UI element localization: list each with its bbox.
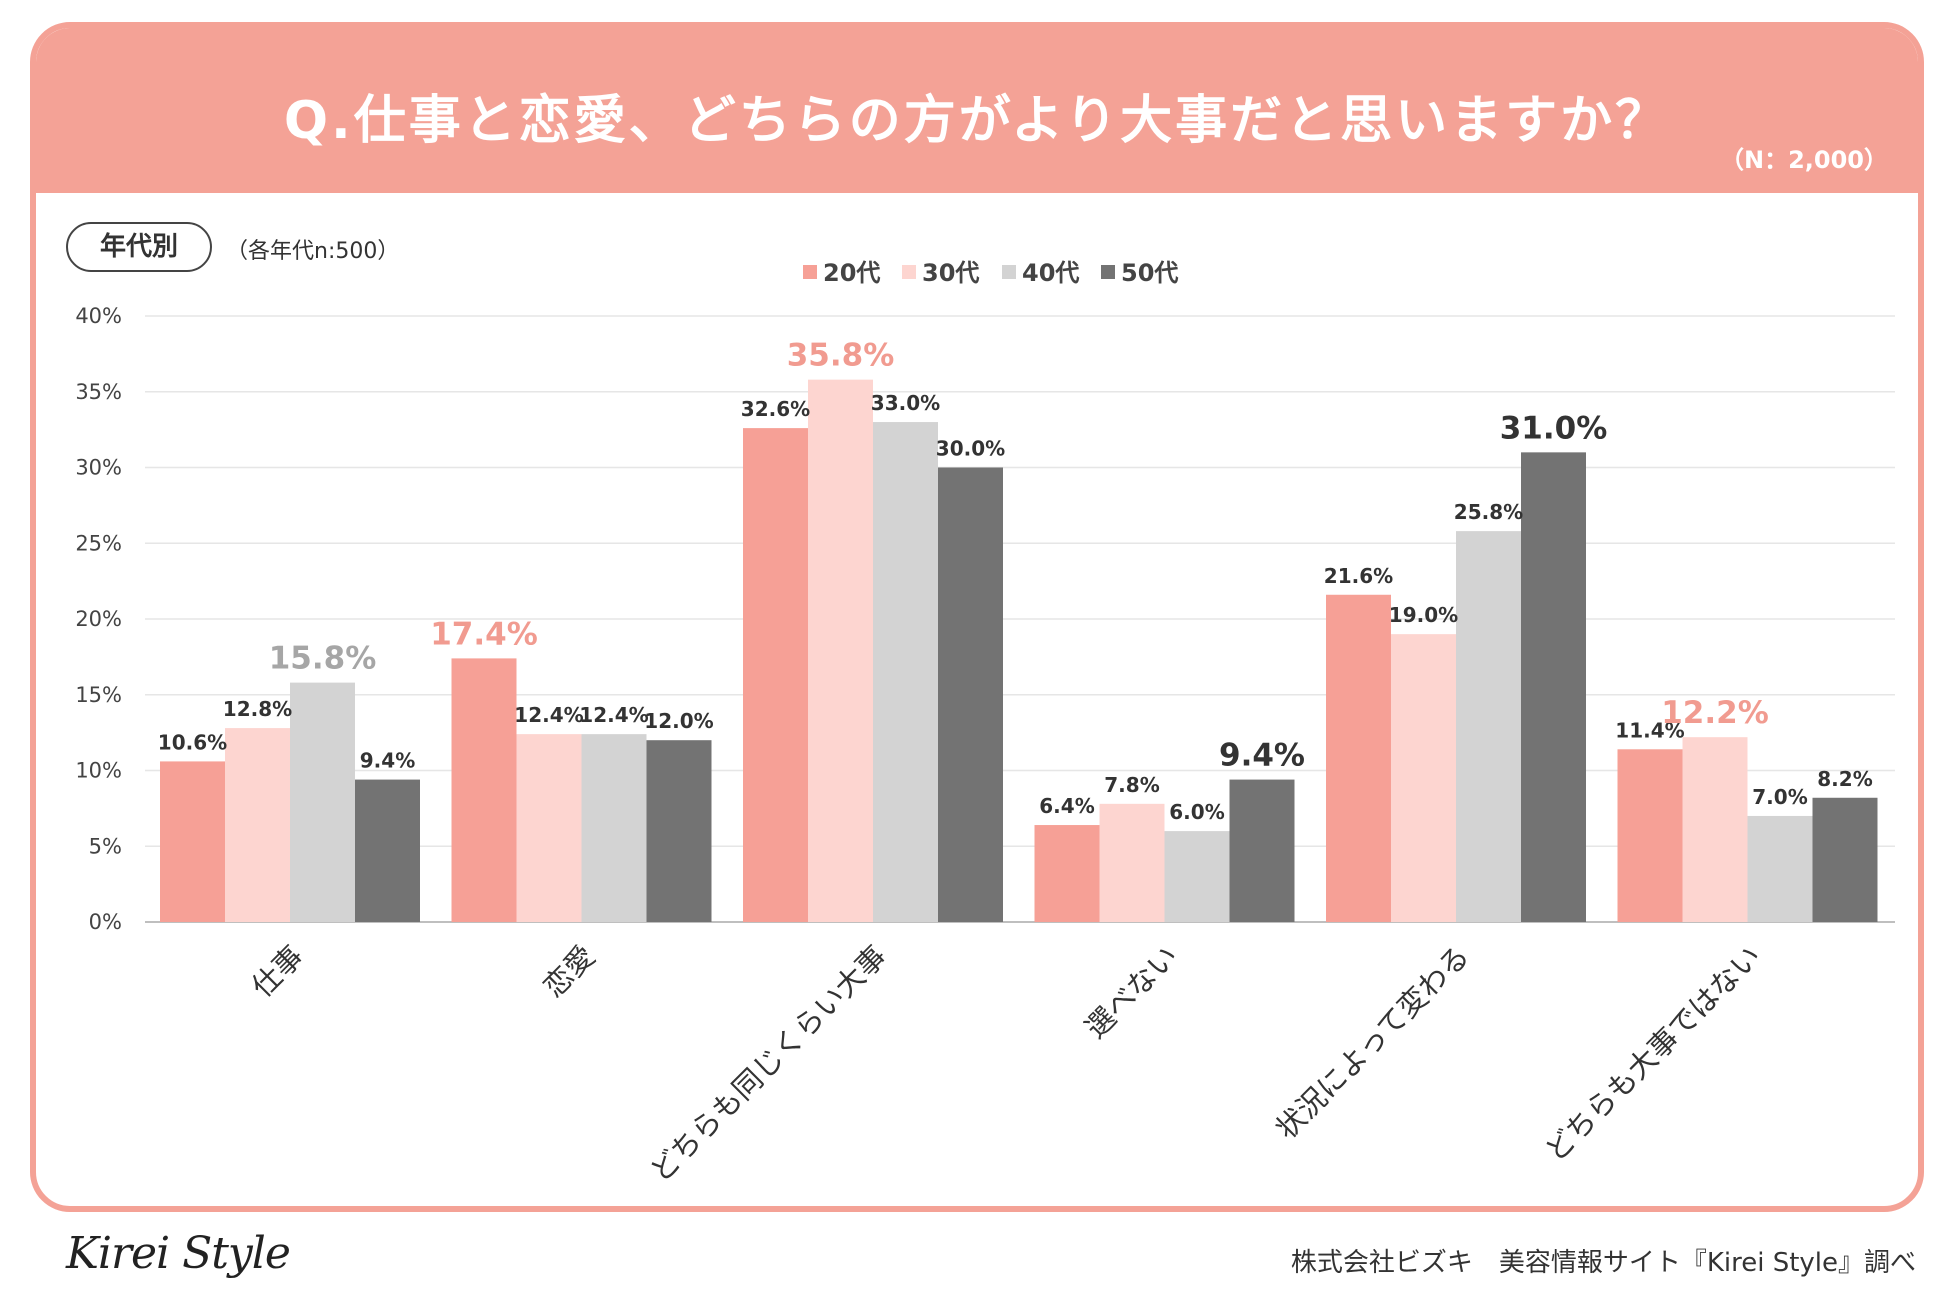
legend-swatch [1101,265,1115,279]
highlight-value-label: 12.2% [1661,695,1769,731]
highlight-value-label: 31.0% [1500,410,1608,446]
highlight-value-label: 15.8% [269,641,377,677]
bar-20代 [160,761,225,922]
title-banner: Q.仕事と恋愛、どちらの方がより大事だと思いますか？ （N：2,000） [36,28,1918,193]
y-tick-label: 25% [75,531,122,555]
bar-40代 [290,682,355,922]
y-tick-label: 20% [75,607,122,631]
value-label: 12.0% [644,709,713,733]
bar-20代 [1617,749,1683,922]
value-label: 12.4% [514,703,583,727]
bar-40代 [1456,531,1521,922]
bar-30代 [225,728,290,922]
bars [160,379,1878,922]
legend-swatch [803,265,817,279]
value-label: 6.4% [1039,794,1094,818]
value-label: 8.2% [1817,767,1872,791]
legend: 20代 30代 40代 50代 [803,259,1178,287]
x-axis-labels: 仕事 恋愛 どちらも同じくらい大事 選べない 状況によって変わる どちらも大事ではない [245,939,1768,1189]
category-label: どちらも大事ではない [1538,939,1767,1168]
y-tick-label: 35% [75,380,122,404]
value-label: 10.6% [158,730,227,754]
category-label: 恋愛 [536,939,601,1004]
source-credit: 株式会社ビズキ 美容情報サイト『Kirei Style』調べ [1290,1248,1916,1278]
bar-50代 [1521,452,1586,922]
bar-50代 [1229,779,1295,922]
y-tick-label: 40% [75,304,122,328]
bar-50代 [355,779,420,922]
y-tick-label: 15% [75,683,122,707]
bar-30代 [1682,737,1748,922]
category-label: 仕事 [245,939,310,1004]
legend-label: 40代 [1022,259,1079,287]
value-label: 11.4% [1615,718,1684,742]
bar-50代 [646,740,712,922]
highlight-value-label: 35.8% [787,338,895,374]
legend-swatch [1002,265,1016,279]
y-tick-label: 5% [89,834,122,858]
bar-30代 [808,379,873,922]
bar-50代 [1812,797,1878,922]
highlight-value-label: 17.4% [430,616,538,652]
value-labels: 10.6%12.8%15.8%9.4%17.4%12.4%12.4%12.0%3… [158,338,1873,824]
value-label: 21.6% [1324,564,1393,588]
legend-label: 30代 [922,259,979,287]
value-label: 6.0% [1169,800,1224,824]
value-label: 7.0% [1752,785,1807,809]
bar-40代 [873,422,938,922]
value-label: 33.0% [871,391,940,415]
bar-40代 [581,734,647,922]
y-tick-label: 10% [75,759,122,783]
sample-size-label: （N：2,000） [1720,146,1888,174]
value-label: 12.4% [579,703,648,727]
bar-50代 [938,467,1003,922]
legend-label: 20代 [823,259,880,287]
bar-40代 [1164,831,1230,922]
category-label: どちらも同じくらい大事 [643,939,893,1189]
value-label: 25.8% [1454,500,1523,524]
category-label: 選べない [1078,939,1184,1045]
segment-note: （各年代n:500） [226,239,400,264]
bar-40代 [1747,815,1813,922]
value-label: 9.4% [360,749,415,773]
y-tick-label: 30% [75,456,122,480]
legend-label: 50代 [1121,259,1178,287]
chart-card: Q.仕事と恋愛、どちらの方がより大事だと思いますか？ （N：2,000） 年代別… [30,22,1924,1212]
y-axis-ticks: 0% 5% 10% 15% 20% 25% 30% 35% 40% [75,304,122,934]
bar-30代 [516,734,582,922]
bar-20代 [451,658,517,922]
bar-30代 [1391,634,1456,922]
value-label: 32.6% [741,397,810,421]
brand-logo: Kirei Style [66,1228,291,1279]
legend-swatch [902,265,916,279]
y-tick-label: 0% [89,910,122,934]
gridlines [145,315,1895,923]
bar-20代 [743,428,808,922]
bar-20代 [1034,825,1100,922]
bar-20代 [1326,594,1391,922]
highlight-value-label: 9.4% [1219,738,1305,774]
value-label: 19.0% [1389,603,1458,627]
bar-30代 [1099,803,1165,922]
category-label: 状況によって変わる [1269,939,1476,1146]
segment-badge: 年代別 [66,222,212,272]
value-label: 30.0% [936,437,1005,461]
value-label: 12.8% [223,697,292,721]
value-label: 7.8% [1104,773,1159,797]
chart-title: Q.仕事と恋愛、どちらの方がより大事だと思いますか？ [283,91,1671,151]
